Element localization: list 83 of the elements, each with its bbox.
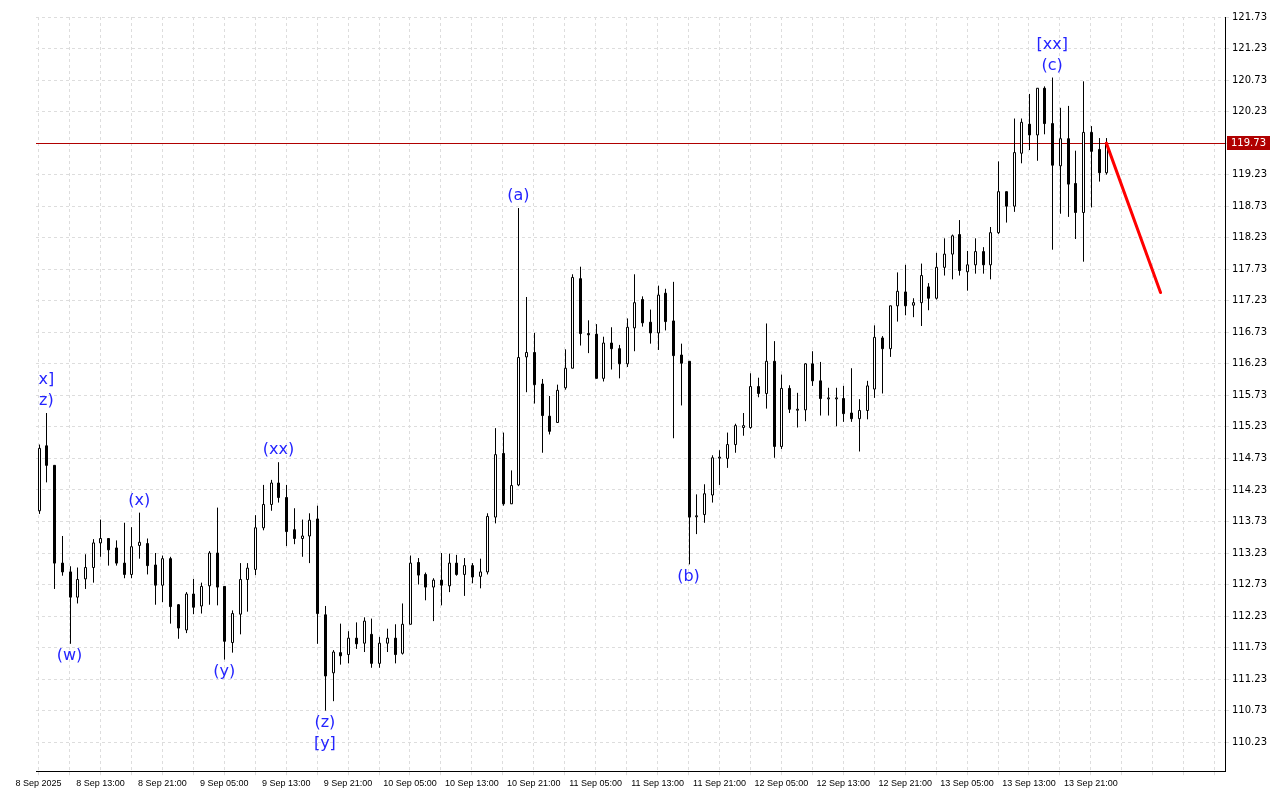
candlestick [463,557,466,597]
candlestick [757,377,760,398]
y-tick-label: 114.73 [1232,452,1268,464]
x-tick-label: 13 Sep 05:00 [940,778,994,789]
annotation: (z) [314,711,336,731]
candlestick [1005,191,1008,224]
y-tick-label: 110.23 [1232,735,1268,747]
candlestick [958,219,961,277]
annotation: (c) [1041,54,1063,74]
candlestick [927,282,930,311]
annotation: (b) [677,565,700,585]
y-tick-label: 113.23 [1232,546,1268,558]
x-tick-label: 12 Sep 13:00 [816,778,871,789]
candlestick [1074,150,1077,240]
x-tick-label: 8 Sep 2025 [15,778,62,789]
y-tick-label: 111.73 [1232,641,1268,653]
y-tick-label: 118.23 [1232,231,1268,243]
x-tick-label: 11 Sep 05:00 [569,778,623,789]
candlestick [819,361,822,417]
candlestick [951,234,954,280]
x-tick-label: 11 Sep 21:00 [693,778,746,789]
y-tick-label: 116.23 [1232,357,1268,369]
candlestick [92,538,95,584]
candlestick [130,526,133,579]
x-tick-label: 9 Sep 05:00 [200,778,249,789]
y-tick-label: 120.73 [1232,73,1268,85]
x-tick-label: 13 Sep 13:00 [1002,778,1056,789]
candlestick [254,514,257,576]
annotation: z) [39,390,54,410]
x-tick-label: 9 Sep 13:00 [261,778,311,789]
y-tick-label: 121.73 [1232,10,1268,22]
y-tick-label: 115.73 [1232,388,1268,400]
y-tick-label: 116.73 [1232,325,1268,337]
y-tick-label: 113.73 [1232,515,1268,527]
ref-line-label: 119.73 [1231,136,1267,148]
annotation: (xx) [262,439,295,459]
candlestick [293,507,296,545]
y-tick-label: 120.23 [1232,105,1268,117]
x-tick-label: 9 Sep 21:00 [323,778,373,789]
y-tick-label: 117.73 [1232,262,1268,274]
annotation: (w) [56,644,83,664]
y-tick-label: 121.23 [1232,42,1268,54]
candlestick [177,603,180,640]
candlestick [749,372,752,430]
candlestick [866,380,869,420]
x-tick-label: 12 Sep 21:00 [878,778,932,789]
x-tick-label: 8 Sep 21:00 [138,778,187,789]
candlestick [239,562,242,635]
x-tick-label: 11 Sep 13:00 [631,778,685,789]
y-tick-label: 117.23 [1232,294,1268,306]
candlestick [912,297,915,318]
candlestick [479,558,482,589]
annotation: [xx] [1036,33,1068,53]
x-tick-label: 13 Sep 21:00 [1064,778,1118,789]
candlestick [45,412,48,483]
annotation: x] [38,369,55,389]
candlestick [69,565,72,645]
y-tick-label: 118.73 [1232,199,1268,211]
y-tick-label: 119.23 [1232,168,1268,180]
x-tick-label: 8 Sep 13:00 [76,778,125,789]
candlestick [494,427,497,524]
candlestick [1067,105,1070,218]
x-tick-label: 10 Sep 05:00 [383,778,437,789]
x-tick-label: 10 Sep 13:00 [445,778,499,789]
candlestick [115,539,118,567]
candlestick [1051,77,1054,251]
candlestick [161,555,164,603]
x-tick-label: 12 Sep 05:00 [754,778,809,789]
annotation: (a) [507,185,530,205]
candlestick [76,567,79,604]
y-tick-label: 114.23 [1232,483,1268,495]
candlestick [726,432,729,469]
y-tick-label: 112.23 [1232,609,1268,621]
y-tick-label: 112.73 [1232,578,1268,590]
y-tick-label: 110.73 [1232,704,1268,716]
candlestick [742,412,745,437]
y-tick-label: 111.23 [1232,672,1268,684]
y-tick-label: 115.23 [1232,420,1268,432]
annotation: [y] [313,732,336,752]
x-tick-label: 10 Sep 21:00 [507,778,561,789]
annotation: (x) [128,489,151,509]
annotation: (y) [213,660,236,680]
candlestick [1013,118,1016,213]
